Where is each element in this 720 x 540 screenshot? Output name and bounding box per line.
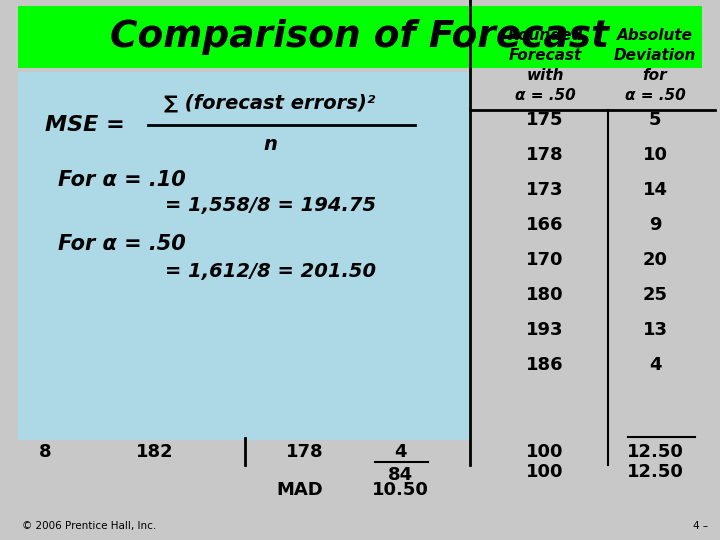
Text: ∑ (forecast errors)²: ∑ (forecast errors)²: [164, 93, 376, 112]
Text: 186: 186: [526, 356, 564, 374]
Text: 4: 4: [394, 443, 406, 461]
Text: 12.50: 12.50: [626, 463, 683, 481]
Text: 182: 182: [136, 443, 174, 461]
Text: α = .50: α = .50: [515, 87, 575, 103]
Text: = 1,612/8 = 201.50: = 1,612/8 = 201.50: [165, 262, 376, 281]
FancyBboxPatch shape: [18, 72, 470, 440]
Text: 10.50: 10.50: [372, 481, 428, 499]
Text: MSE =: MSE =: [45, 115, 125, 135]
Text: 4: 4: [649, 356, 661, 374]
Text: MAD: MAD: [276, 481, 323, 499]
Text: 4 –: 4 –: [693, 521, 708, 531]
Text: Absolute: Absolute: [617, 28, 693, 43]
Text: 5: 5: [649, 111, 661, 129]
Text: 178: 178: [526, 146, 564, 164]
Text: 14: 14: [642, 181, 667, 199]
Text: 10: 10: [642, 146, 667, 164]
Text: 25: 25: [642, 286, 667, 304]
Text: with: with: [526, 68, 564, 83]
Text: 175: 175: [526, 111, 564, 129]
Text: 180: 180: [526, 286, 564, 304]
Text: 20: 20: [642, 251, 667, 269]
Text: 13: 13: [642, 321, 667, 339]
Text: 178: 178: [286, 443, 324, 461]
Text: = 1,558/8 = 194.75: = 1,558/8 = 194.75: [165, 195, 376, 214]
Text: 100: 100: [526, 443, 564, 461]
Text: 166: 166: [526, 216, 564, 234]
Text: 8: 8: [39, 443, 51, 461]
Text: for: for: [643, 68, 667, 83]
Text: © 2006 Prentice Hall, Inc.: © 2006 Prentice Hall, Inc.: [22, 521, 156, 531]
Text: Comparison of Forecast: Comparison of Forecast: [110, 19, 610, 55]
Text: For α = .50: For α = .50: [58, 234, 186, 254]
Text: n: n: [263, 136, 277, 154]
FancyBboxPatch shape: [18, 6, 702, 68]
Text: Forecast: Forecast: [508, 48, 582, 63]
Text: Deviation: Deviation: [614, 48, 696, 63]
Text: 193: 193: [526, 321, 564, 339]
Text: 173: 173: [526, 181, 564, 199]
Text: 84: 84: [387, 466, 413, 484]
Text: 9: 9: [649, 216, 661, 234]
Text: For α = .10: For α = .10: [58, 170, 186, 190]
Text: 12.50: 12.50: [626, 443, 683, 461]
Text: 170: 170: [526, 251, 564, 269]
Text: Rounded: Rounded: [508, 28, 582, 43]
Text: 100: 100: [526, 463, 564, 481]
Text: α = .50: α = .50: [625, 87, 685, 103]
